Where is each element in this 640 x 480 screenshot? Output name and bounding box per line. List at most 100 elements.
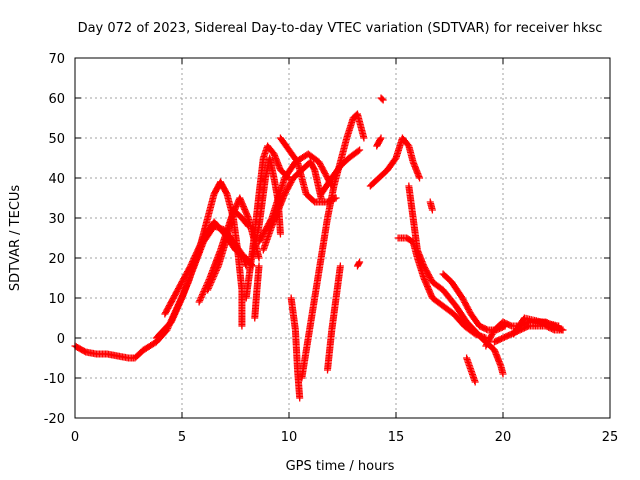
data-point-marker bbox=[209, 274, 217, 282]
x-tick-label: 15 bbox=[388, 430, 405, 445]
x-tick-label: 20 bbox=[495, 430, 512, 445]
data-point-marker bbox=[483, 325, 491, 333]
data-point-marker bbox=[169, 314, 177, 321]
data-point-marker bbox=[376, 135, 384, 143]
data-point-marker bbox=[379, 96, 387, 104]
y-tick-label: 40 bbox=[48, 172, 65, 187]
data-point-marker bbox=[206, 280, 214, 288]
y-tick-label: 50 bbox=[48, 132, 65, 147]
data-point-marker bbox=[212, 267, 220, 274]
y-tick-label: 70 bbox=[48, 52, 65, 67]
y-tick-label: -10 bbox=[44, 372, 65, 387]
y-axis-label: SDTVAR / TECUs bbox=[8, 185, 23, 292]
data-point-marker bbox=[196, 295, 204, 303]
x-tick-label: 10 bbox=[281, 430, 298, 445]
y-tick-label: 30 bbox=[48, 212, 65, 227]
series-arc-m bbox=[287, 294, 304, 402]
series-arc-p bbox=[317, 146, 364, 198]
data-point-marker bbox=[174, 303, 182, 311]
data-point-marker bbox=[173, 305, 181, 312]
series-arc-w bbox=[426, 198, 436, 214]
data-point-marker bbox=[255, 262, 263, 270]
series-arc-f bbox=[204, 206, 252, 294]
data-point-marker bbox=[196, 297, 204, 304]
y-tick-label: 10 bbox=[48, 292, 65, 307]
y-tick-label: 60 bbox=[48, 92, 65, 107]
data-point-marker bbox=[332, 194, 340, 202]
y-tick-label: -20 bbox=[44, 412, 65, 427]
data-point-marker bbox=[214, 264, 222, 271]
data-point-marker bbox=[416, 174, 424, 182]
data-point-marker bbox=[523, 323, 531, 331]
series-arc-r bbox=[366, 134, 424, 190]
data-point-marker bbox=[197, 294, 205, 301]
data-point-marker bbox=[208, 276, 216, 283]
series-arc-v bbox=[405, 182, 507, 378]
data-point-marker bbox=[377, 134, 385, 142]
data-point-marker bbox=[243, 221, 251, 229]
data-point-marker bbox=[212, 268, 220, 276]
chart-title: Day 072 of 2023, Sidereal Day-to-day VTE… bbox=[78, 21, 603, 36]
data-point-marker bbox=[378, 95, 386, 103]
data-point-marker bbox=[171, 311, 179, 318]
data-point-marker bbox=[199, 289, 207, 297]
data-point-marker bbox=[170, 312, 178, 320]
data-point-marker bbox=[195, 298, 203, 306]
series-arc-t bbox=[373, 134, 385, 150]
data-point-marker bbox=[471, 378, 479, 386]
data-point-marker bbox=[177, 297, 185, 305]
data-point-marker bbox=[559, 326, 567, 334]
data-point-marker bbox=[354, 147, 362, 155]
data-point-marker bbox=[206, 282, 214, 289]
series-arc-bb bbox=[510, 314, 563, 338]
grid-layer bbox=[75, 58, 610, 418]
data-point-marker bbox=[428, 206, 436, 214]
data-point-marker bbox=[198, 292, 206, 300]
data-point-marker bbox=[208, 277, 216, 285]
data-point-marker bbox=[169, 315, 177, 323]
data-point-marker bbox=[168, 317, 176, 324]
data-point-marker bbox=[555, 322, 563, 330]
x-tick-label: 0 bbox=[71, 430, 79, 445]
series-arc-j bbox=[259, 158, 325, 254]
series-arc-n bbox=[298, 110, 368, 382]
data-point-marker bbox=[296, 394, 304, 402]
data-point-marker bbox=[175, 302, 183, 309]
x-axis-label: GPS time / hours bbox=[286, 459, 395, 474]
data-point-marker bbox=[176, 299, 184, 306]
series-baseline bbox=[71, 342, 147, 362]
data-point-marker bbox=[255, 254, 263, 262]
y-tick-label: 0 bbox=[57, 332, 65, 347]
plot-frame bbox=[74, 57, 611, 419]
data-point-marker bbox=[173, 306, 181, 314]
x-tick-label: 25 bbox=[602, 430, 619, 445]
series-arc-aa bbox=[490, 322, 567, 346]
data-point-marker bbox=[356, 258, 364, 266]
data-point-marker bbox=[210, 271, 218, 279]
data-point-marker bbox=[244, 222, 252, 230]
data-point-marker bbox=[207, 279, 215, 286]
data-point-marker bbox=[198, 291, 206, 298]
data-point-marker bbox=[171, 309, 179, 317]
series-arc-o bbox=[324, 262, 344, 374]
data-point-marker bbox=[204, 286, 212, 294]
data-point-marker bbox=[213, 265, 221, 273]
y-tick-label: 20 bbox=[48, 252, 65, 267]
tick-layer: 0 5 10 15 20 25 -20 -10 0 10 20 30 40 50 60 70 bbox=[44, 52, 619, 445]
data-point-marker bbox=[506, 321, 514, 329]
data-point-marker bbox=[200, 288, 208, 295]
data-point-marker bbox=[167, 318, 175, 326]
data-point-marker bbox=[238, 322, 246, 330]
data-point-marker bbox=[356, 146, 364, 154]
series-arc-q bbox=[353, 258, 364, 270]
data-points-layer bbox=[71, 94, 567, 402]
data-point-marker bbox=[360, 134, 368, 142]
series-arc-s bbox=[377, 94, 387, 104]
series-arc-l bbox=[276, 134, 340, 206]
data-point-marker bbox=[355, 259, 363, 267]
data-point-marker bbox=[175, 300, 183, 308]
data-point-marker bbox=[204, 285, 212, 292]
data-point-marker bbox=[336, 262, 344, 270]
data-point-marker bbox=[276, 230, 284, 238]
